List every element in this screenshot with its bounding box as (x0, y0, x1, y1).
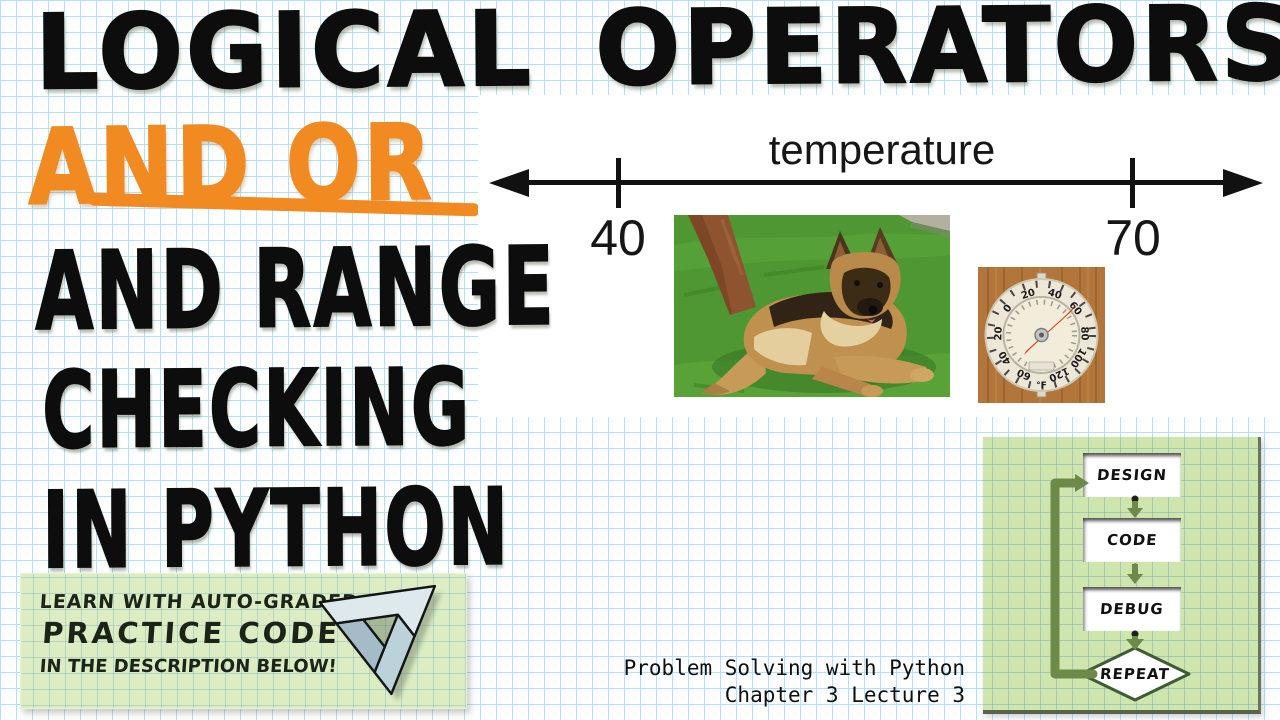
svg-text:80: 80 (1078, 326, 1089, 340)
dog-front-leg (834, 355, 929, 384)
dog-mouth (864, 317, 877, 323)
flowchart-step-code: CODE (1083, 518, 1181, 562)
footer-credit: Problem Solving with Python Chapter 3 Le… (624, 655, 965, 709)
penrose-triangle-logo-icon (318, 584, 442, 701)
svg-text:20: 20 (993, 326, 1004, 340)
flowchart-repeat: REPEAT (1081, 651, 1189, 697)
dog-eye-left (854, 280, 860, 286)
number-line-right-arrow-icon (1223, 169, 1263, 197)
flowchart-repeat-label: REPEAT (1099, 665, 1171, 683)
number-line-label-70: 70 (1105, 210, 1161, 266)
dog-eye-right (877, 282, 883, 288)
fahrenheit-unit-label: °F (1036, 381, 1047, 391)
footer-chapter-lecture: Chapter 3 Lecture 3 (724, 683, 965, 707)
number-line-tick-70 (1130, 158, 1135, 208)
number-line-axis (505, 180, 1249, 185)
thermometer-photo: 0 20 40 60 80 100 120 20 40 60 °F (978, 267, 1105, 403)
dog-nose (868, 305, 878, 315)
promo-box: LEARN WITH AUTO-GRADED PRACTICE CODE IN … (20, 573, 467, 709)
dog-chest (754, 328, 812, 366)
title-line-and-range: AND RANGE (34, 223, 557, 356)
pavement-corner (899, 215, 950, 231)
number-line-label-40: 40 (590, 210, 646, 266)
dog-ruff (820, 311, 882, 347)
brand-label (1028, 361, 1055, 371)
title-line-in-python: IN PYTHON (41, 465, 511, 594)
dog-photo (674, 215, 950, 397)
flowchart-step-design-label: DESIGN (1096, 466, 1168, 484)
flowchart-step-debug-label: DEBUG (1099, 600, 1165, 618)
ring-ticks (987, 280, 1096, 390)
dog-front-leg-2 (812, 367, 878, 396)
title-line-logical-operators: LOGICAL OPERATORS (34, 0, 1280, 114)
flowchart-step-code-label: CODE (1105, 531, 1159, 549)
number-line-axis-label: temperature (768, 126, 996, 173)
flowchart-step-debug: DEBUG (1083, 587, 1181, 631)
footer-series-title: Problem Solving with Python (623, 656, 965, 680)
loop-arrow (1050, 478, 1098, 679)
promo-line-1: LEARN WITH AUTO-GRADED (39, 591, 360, 613)
title-line-checking: CHECKING (41, 345, 472, 473)
promo-line-3: IN THE DESCRIPTION BELOW! (39, 656, 338, 677)
needle (1024, 306, 1075, 355)
flowchart-step-design: DESIGN (1083, 453, 1181, 497)
number-line-left-arrow-icon (489, 169, 529, 197)
flowchart-panel: DESIGN CODE DEBUG (983, 437, 1261, 714)
inner-ticks (1006, 299, 1077, 371)
number-line-tick-40 (616, 158, 621, 208)
promo-line-2: PRACTICE CODE (41, 616, 342, 650)
